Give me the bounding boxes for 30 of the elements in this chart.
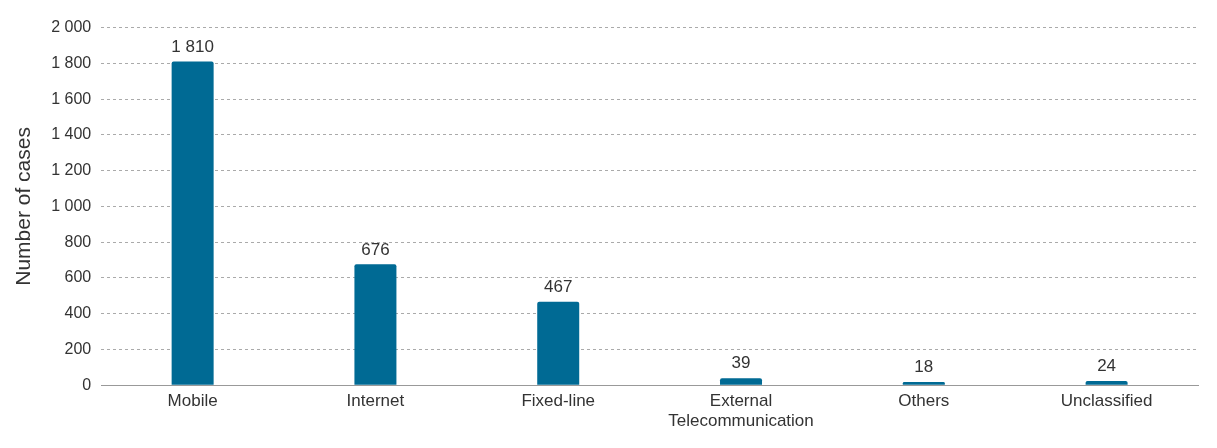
y-tick-label: 600	[64, 268, 92, 286]
bar	[171, 61, 214, 385]
y-tick-label: 1 400	[51, 125, 92, 143]
bar	[354, 264, 397, 385]
y-tick-label: 1 200	[51, 161, 92, 179]
bar	[537, 301, 580, 385]
bar	[902, 381, 945, 385]
x-tick-label: Unclassified	[1060, 391, 1153, 411]
x-tick-label: Fixed-line	[521, 391, 596, 411]
y-tick-label: 800	[64, 232, 92, 250]
y-tick-label: 200	[64, 339, 92, 357]
x-tick-label: Mobile	[167, 391, 218, 411]
y-tick-label: 1 800	[51, 53, 92, 71]
y-axis-title: Number of cases	[11, 127, 35, 286]
y-tick-label: 400	[64, 304, 92, 322]
x-tick-label: External Telecommunication	[668, 391, 814, 431]
data-label: 39	[731, 353, 751, 373]
x-tick-label: Internet	[346, 391, 405, 411]
y-tick-label: 2 000	[51, 18, 92, 36]
y-tick-label: 0	[82, 375, 92, 393]
data-label: 467	[544, 276, 573, 296]
data-label: 18	[914, 357, 934, 377]
data-label: 676	[361, 239, 390, 259]
y-tick-label: 1 600	[51, 89, 92, 107]
data-label: 24	[1097, 356, 1117, 376]
y-tick-label: 1 000	[51, 196, 92, 214]
x-tick-label: Others	[898, 391, 950, 411]
data-label: 1 810	[171, 36, 214, 56]
bar	[720, 378, 763, 385]
bar	[1085, 380, 1128, 385]
